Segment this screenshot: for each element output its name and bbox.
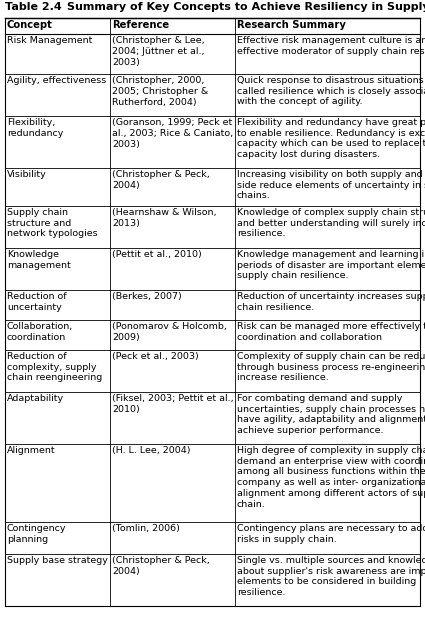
Text: (Christopher & Peck,
2004): (Christopher & Peck, 2004) <box>112 556 210 576</box>
Text: Increasing visibility on both supply and demand
side reduce elements of uncertai: Increasing visibility on both supply and… <box>237 170 425 201</box>
Text: (H. L. Lee, 2004): (H. L. Lee, 2004) <box>112 446 190 455</box>
Text: (Hearnshaw & Wilson,
2013): (Hearnshaw & Wilson, 2013) <box>112 208 216 228</box>
Text: Alignment: Alignment <box>7 446 56 455</box>
Text: Complexity of supply chain can be reduced
through business process re-engineerin: Complexity of supply chain can be reduce… <box>237 352 425 383</box>
Text: (Peck et al., 2003): (Peck et al., 2003) <box>112 352 199 361</box>
Text: Reduction of
uncertainty: Reduction of uncertainty <box>7 292 67 312</box>
Text: Flexibility,
redundancy: Flexibility, redundancy <box>7 118 63 138</box>
Text: Summary of Key Concepts to Achieve Resiliency in Supply Chains: Summary of Key Concepts to Achieve Resil… <box>67 2 425 12</box>
Text: Supply chain
structure and
network typologies: Supply chain structure and network typol… <box>7 208 98 238</box>
Text: (Berkes, 2007): (Berkes, 2007) <box>112 292 182 301</box>
Text: (Pettit et al., 2010): (Pettit et al., 2010) <box>112 250 202 259</box>
Text: (Christopher & Lee,
2004; Jüttner et al.,
2003): (Christopher & Lee, 2004; Jüttner et al.… <box>112 36 204 67</box>
Text: Agility, effectiveness: Agility, effectiveness <box>7 76 106 85</box>
Text: (Christopher & Peck,
2004): (Christopher & Peck, 2004) <box>112 170 210 190</box>
Text: Reference: Reference <box>112 20 169 30</box>
Text: (Fiksel, 2003; Pettit et al.,
2010): (Fiksel, 2003; Pettit et al., 2010) <box>112 394 234 413</box>
Text: (Tomlin, 2006): (Tomlin, 2006) <box>112 524 180 533</box>
Text: Knowledge
management: Knowledge management <box>7 250 71 270</box>
Text: Quick response to disastrous situations can be
called resilience which is closel: Quick response to disastrous situations … <box>237 76 425 106</box>
Text: Concept: Concept <box>7 20 53 30</box>
Text: Collaboration,
coordination: Collaboration, coordination <box>7 322 73 342</box>
Text: Knowledge management and learning in
periods of disaster are important elements : Knowledge management and learning in per… <box>237 250 425 281</box>
Text: Knowledge of complex supply chain structure
and better understanding will surely: Knowledge of complex supply chain struct… <box>237 208 425 238</box>
Text: Contingency
planning: Contingency planning <box>7 524 66 544</box>
Text: Contingency plans are necessary to address
risks in supply chain.: Contingency plans are necessary to addre… <box>237 524 425 544</box>
Text: Reduction of uncertainty increases supply
chain resilience.: Reduction of uncertainty increases suppl… <box>237 292 425 312</box>
Text: Visibility: Visibility <box>7 170 47 179</box>
Text: Effective risk management culture is an
effective moderator of supply chain resi: Effective risk management culture is an … <box>237 36 425 56</box>
Text: (Christopher, 2000,
2005; Christopher &
Rutherford, 2004): (Christopher, 2000, 2005; Christopher & … <box>112 76 208 106</box>
Text: Reduction of
complexity, supply
chain reengineering: Reduction of complexity, supply chain re… <box>7 352 102 383</box>
Text: Flexibility and redundancy have great potential
to enable resilience. Redundancy: Flexibility and redundancy have great po… <box>237 118 425 159</box>
Text: (Goranson, 1999; Peck et
al., 2003; Rice & Caniato,
2003): (Goranson, 1999; Peck et al., 2003; Rice… <box>112 118 233 149</box>
Text: (Ponomarov & Holcomb,
2009): (Ponomarov & Holcomb, 2009) <box>112 322 227 342</box>
Text: For combating demand and supply
uncertainties, supply chain processes need to
ha: For combating demand and supply uncertai… <box>237 394 425 435</box>
Text: Single vs. multiple sources and knowledge
about supplier's risk awareness are im: Single vs. multiple sources and knowledg… <box>237 556 425 597</box>
Text: Risk can be managed more effectively through
coordination and collaboration: Risk can be managed more effectively thr… <box>237 322 425 342</box>
Text: Adaptability: Adaptability <box>7 394 64 403</box>
Text: Risk Management: Risk Management <box>7 36 92 45</box>
Text: High degree of complexity in supply chains
demand an enterprise view with coordi: High degree of complexity in supply chai… <box>237 446 425 509</box>
Text: Supply base strategy: Supply base strategy <box>7 556 108 565</box>
Text: Research Summary: Research Summary <box>237 20 346 30</box>
Text: Table 2.4: Table 2.4 <box>5 2 62 12</box>
